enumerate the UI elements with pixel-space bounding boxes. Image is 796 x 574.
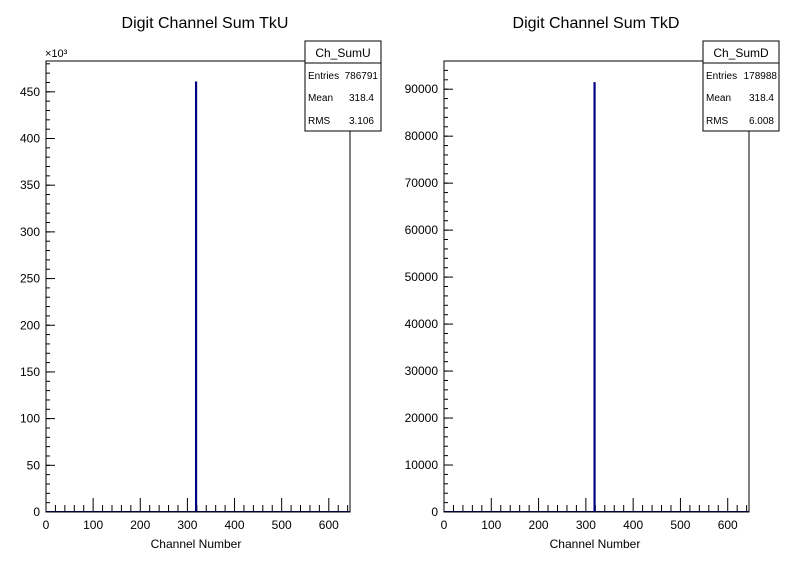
stats-box-name: Ch_SumU	[315, 46, 370, 60]
x-tick-label: 300	[576, 518, 596, 532]
stats-box: Ch_SumD Entries 178988 Mean 318.4 RMS 6.…	[702, 40, 780, 132]
stats-rms-value: 6.008	[749, 116, 774, 127]
x-tick-label: 500	[272, 518, 292, 532]
stats-entries-label: Entries	[308, 71, 339, 82]
y-tick-label: 60000	[405, 223, 439, 237]
axis-ticks: 0 100 200 300 400 500 600 0 50 100 150 200 250 300 350…	[20, 63, 349, 532]
x-tick-label: 0	[441, 518, 448, 532]
stats-mean-label: Mean	[706, 93, 731, 104]
stats-box-name: Ch_SumD	[713, 46, 769, 60]
stats-box-frame	[702, 40, 780, 132]
x-tick-label: 300	[177, 518, 197, 532]
stats-entries-value: 178988	[744, 71, 778, 82]
histogram-pad-ch-sumu: Digit Channel Sum TkU ×10³ Channel Numbe…	[20, 15, 382, 551]
y-tick-label: 90000	[405, 82, 439, 96]
histogram-bins	[444, 82, 749, 512]
y-tick-label: 100	[20, 412, 40, 426]
x-tick-label: 200	[529, 518, 549, 532]
y-tick-label: 70000	[405, 176, 439, 190]
y-tick-label: 80000	[405, 129, 439, 143]
x-tick-label: 500	[670, 518, 690, 532]
stats-entries-label: Entries	[706, 71, 737, 82]
x-axis-label: Channel Number	[151, 537, 242, 551]
stats-rms-label: RMS	[308, 116, 331, 127]
y-exponent-label: ×10³	[45, 48, 68, 60]
y-tick-label: 50	[27, 458, 41, 472]
stats-mean-value: 318.4	[749, 93, 774, 104]
x-axis-label: Channel Number	[550, 537, 641, 551]
x-tick-label: 100	[83, 518, 103, 532]
y-tick-label: 20000	[405, 411, 439, 425]
plot-frame	[45, 60, 351, 513]
y-tick-label: 400	[20, 132, 40, 146]
stats-entries-value: 786791	[345, 71, 379, 82]
plot-frame	[443, 60, 750, 513]
chart-title: Digit Channel Sum TkU	[122, 15, 289, 32]
x-tick-label: 600	[319, 518, 339, 532]
stats-box-frame	[304, 40, 382, 132]
y-tick-label: 40000	[405, 317, 439, 331]
chart-title: Digit Channel Sum TkD	[513, 15, 680, 32]
x-tick-label: 600	[718, 518, 738, 532]
stats-rms-value: 3.106	[349, 116, 374, 127]
x-tick-label: 200	[130, 518, 150, 532]
x-tick-label: 400	[225, 518, 245, 532]
stats-rms-label: RMS	[706, 116, 729, 127]
y-tick-label: 250	[20, 272, 40, 286]
x-tick-label: 400	[623, 518, 643, 532]
histogram-bins	[46, 81, 350, 512]
y-tick-label: 450	[20, 85, 40, 99]
stats-mean-value: 318.4	[349, 93, 374, 104]
y-tick-label: 0	[33, 505, 40, 519]
y-tick-label: 0	[431, 505, 438, 519]
stats-box: Ch_SumU Entries 786791 Mean 318.4 RMS 3.…	[304, 40, 382, 132]
stats-mean-label: Mean	[308, 93, 333, 104]
y-tick-label: 300	[20, 225, 40, 239]
y-tick-label: 350	[20, 178, 40, 192]
axis-ticks: 0 100 200 300 400 500 600 0 10000 20000 30000 40000…	[405, 60, 748, 532]
y-tick-label: 150	[20, 365, 40, 379]
y-tick-label: 10000	[405, 458, 439, 472]
x-tick-label: 0	[43, 518, 50, 532]
y-tick-label: 30000	[405, 364, 439, 378]
y-tick-label: 50000	[405, 270, 439, 284]
x-tick-label: 100	[481, 518, 501, 532]
y-tick-label: 200	[20, 318, 40, 332]
histogram-pad-ch-sumd: Digit Channel Sum TkD Channel Number 0 10…	[405, 15, 780, 551]
